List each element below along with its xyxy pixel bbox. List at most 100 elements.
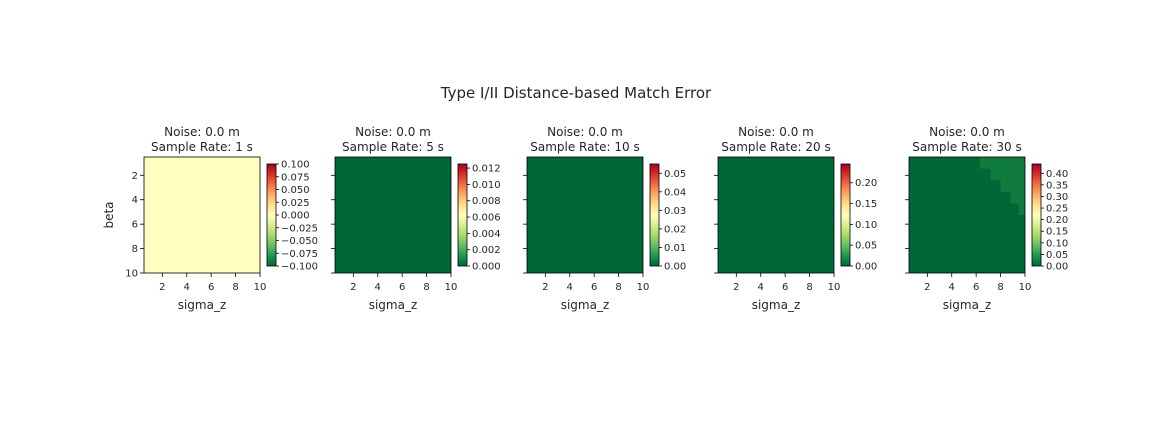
heatmap-corner-region bbox=[963, 157, 1025, 225]
panel-title-line1: Noise: 0.0 m bbox=[355, 125, 431, 139]
colorbar-tick-label: 0.25 bbox=[1046, 204, 1068, 215]
colorbar-tick-label: −0.100 bbox=[281, 262, 318, 273]
x-tick-label: 8 bbox=[806, 282, 812, 293]
colorbar-tick-label: 0.10 bbox=[1046, 238, 1068, 249]
colorbar-tick-label: 0.05 bbox=[664, 169, 686, 180]
colorbar-tick-label: 0.03 bbox=[664, 206, 686, 217]
colorbar-tick-label: 0.02 bbox=[664, 224, 686, 235]
colorbar-tick-label: 0.20 bbox=[1046, 215, 1068, 226]
x-tick-label: 4 bbox=[758, 282, 764, 293]
colorbar-tick-label: 0.008 bbox=[472, 196, 501, 207]
colorbar-tick-label: 0.006 bbox=[472, 213, 501, 224]
colorbar-tick-label: 0.025 bbox=[281, 198, 310, 209]
panel-title-line2: Sample Rate: 20 s bbox=[721, 140, 831, 154]
y-tick-label: 2 bbox=[132, 171, 138, 182]
x-tick-label: 2 bbox=[733, 282, 739, 293]
x-tick-label: 10 bbox=[1019, 282, 1032, 293]
x-tick-label: 6 bbox=[591, 282, 597, 293]
y-axis-label: beta bbox=[102, 201, 116, 228]
x-tick-label: 6 bbox=[399, 282, 405, 293]
colorbar-tick-label: 0.100 bbox=[281, 160, 310, 171]
x-tick-label: 2 bbox=[159, 282, 165, 293]
colorbar: 0.20 0.15 0.10 0.05 0.00 bbox=[840, 163, 877, 273]
panel-title-line2: Sample Rate: 1 s bbox=[151, 140, 253, 154]
colorbar-tick-label: 0.002 bbox=[472, 245, 501, 256]
colorbar-gradient bbox=[1031, 163, 1042, 267]
colorbar-tick-label: 0.04 bbox=[664, 187, 686, 198]
colorbar-gradient bbox=[649, 163, 660, 267]
x-tick-label: 4 bbox=[184, 282, 190, 293]
panel-title-line2: Sample Rate: 10 s bbox=[530, 140, 640, 154]
x-tick-label: 2 bbox=[542, 282, 548, 293]
x-tick-label: 8 bbox=[423, 282, 429, 293]
x-axis-label: sigma_z bbox=[561, 298, 610, 312]
x-tick-label: 8 bbox=[997, 282, 1003, 293]
colorbar-tick-label: 0.40 bbox=[1046, 169, 1068, 180]
heatmap-cells bbox=[718, 157, 834, 273]
panel-title-line1: Noise: 0.0 m bbox=[738, 125, 814, 139]
figure-title: Type I/II Distance-based Match Error bbox=[440, 84, 712, 102]
heatmap-cells bbox=[335, 157, 451, 273]
colorbar-tick-label: 0.075 bbox=[281, 172, 310, 183]
x-tick-label: 10 bbox=[445, 282, 458, 293]
y-tick-label: 4 bbox=[132, 195, 138, 206]
axes-frame bbox=[334, 156, 452, 274]
panel-title-line2: Sample Rate: 5 s bbox=[342, 140, 444, 154]
colorbar-gradient bbox=[266, 163, 277, 267]
colorbar-tick-label: 0.15 bbox=[1046, 227, 1068, 238]
colorbar-tick-label: −0.075 bbox=[281, 249, 318, 260]
panel-title-line1: Noise: 0.0 m bbox=[929, 125, 1005, 139]
colorbar-tick-label: 0.10 bbox=[855, 220, 877, 231]
x-tick-label: 4 bbox=[375, 282, 381, 293]
x-tick-label: 6 bbox=[973, 282, 979, 293]
colorbar: 0.012 0.010 0.008 0.006 0.004 0.002 0.000 bbox=[457, 163, 501, 273]
colorbar-gradient bbox=[457, 163, 468, 267]
panel-title-line1: Noise: 0.0 m bbox=[547, 125, 623, 139]
y-tick-label: 8 bbox=[132, 244, 138, 255]
x-tick-label: 6 bbox=[782, 282, 788, 293]
colorbar-tick-label: 0.05 bbox=[855, 241, 877, 252]
colorbar-tick-label: 0.05 bbox=[1046, 250, 1068, 261]
colorbar-tick-label: −0.050 bbox=[281, 236, 318, 247]
y-tick-label: 10 bbox=[125, 269, 138, 280]
x-tick-label: 2 bbox=[924, 282, 930, 293]
x-axis-label: sigma_z bbox=[752, 298, 801, 312]
colorbar: 0.05 0.04 0.03 0.02 0.01 0.00 bbox=[649, 163, 686, 273]
x-axis-label: sigma_z bbox=[178, 298, 227, 312]
x-tick-label: 4 bbox=[949, 282, 955, 293]
axes-frame bbox=[526, 156, 644, 274]
y-tick-label: 6 bbox=[132, 220, 138, 231]
x-tick-label: 10 bbox=[254, 282, 267, 293]
colorbar-tick-label: 0.35 bbox=[1046, 180, 1068, 191]
colorbar-tick-label: −0.025 bbox=[281, 223, 318, 234]
x-tick-label: 10 bbox=[828, 282, 841, 293]
colorbar-tick-label: 0.15 bbox=[855, 199, 877, 210]
axes-frame bbox=[717, 156, 835, 274]
colorbar-tick-label: 0.012 bbox=[472, 164, 501, 175]
panel-title-line1: Noise: 0.0 m bbox=[164, 125, 240, 139]
colorbar-tick-label: 0.004 bbox=[472, 229, 501, 240]
colorbar-tick-label: 0.050 bbox=[281, 185, 310, 196]
x-tick-label: 10 bbox=[637, 282, 650, 293]
heatmap-cells bbox=[144, 157, 260, 273]
colorbar-tick-label: 0.20 bbox=[855, 178, 877, 189]
x-tick-label: 6 bbox=[208, 282, 214, 293]
colorbar-tick-label: 0.010 bbox=[472, 180, 501, 191]
heatmap-cells bbox=[527, 157, 643, 273]
axes-frame bbox=[143, 156, 261, 274]
colorbar-gradient bbox=[840, 163, 851, 267]
colorbar-tick-label: 0.30 bbox=[1046, 192, 1068, 203]
x-tick-label: 2 bbox=[350, 282, 356, 293]
x-tick-label: 8 bbox=[232, 282, 238, 293]
x-axis-label: sigma_z bbox=[369, 298, 418, 312]
x-axis-label: sigma_z bbox=[943, 298, 992, 312]
colorbar-tick-label: 0.00 bbox=[855, 262, 877, 273]
